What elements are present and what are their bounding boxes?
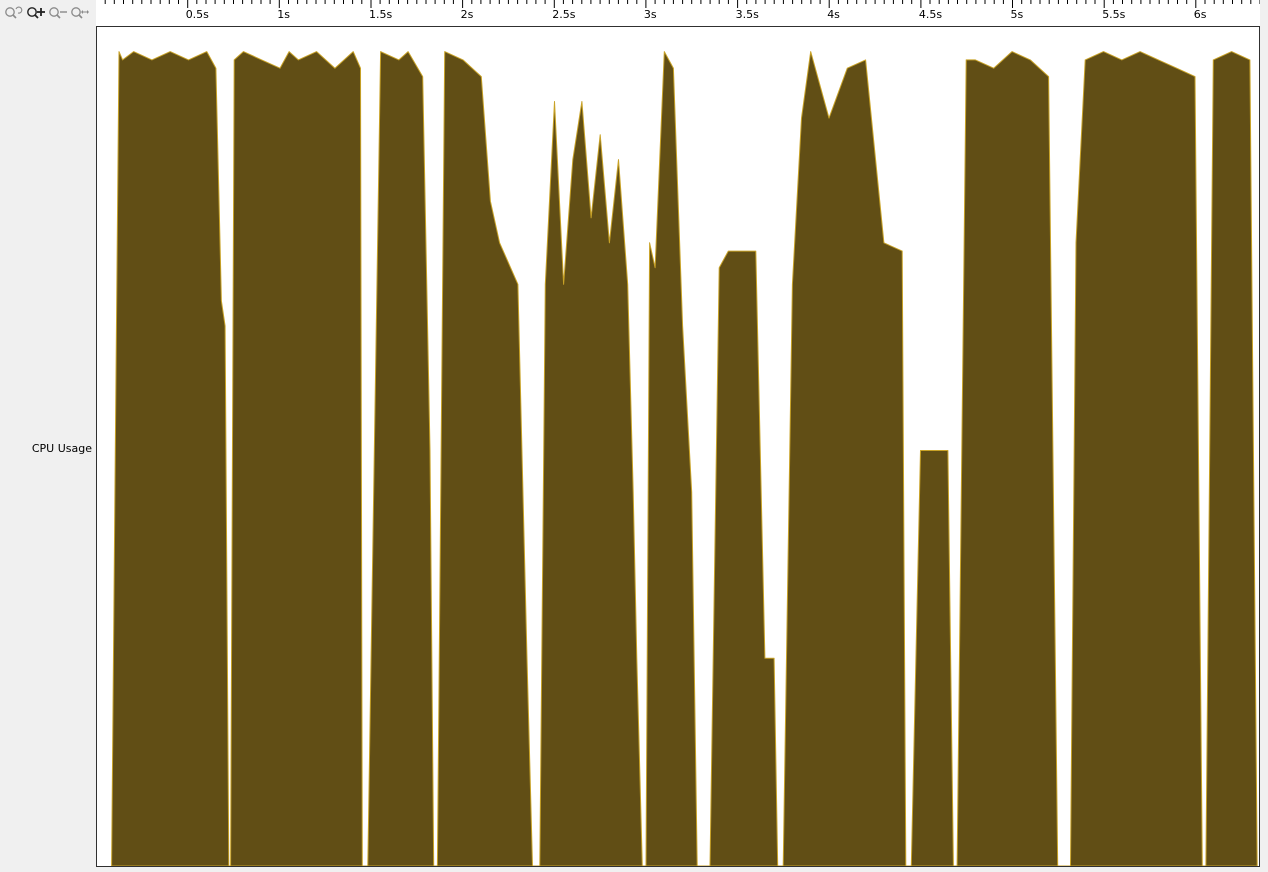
zoom-in-icon[interactable] [26,6,48,20]
ruler-tick-label: 6s [1194,8,1207,21]
cpu-usage-area [111,51,1258,866]
ruler-tick-label: 4.5s [919,8,942,21]
ruler-tick-label: 5.5s [1102,8,1125,21]
cpu-usage-graph[interactable] [96,26,1260,867]
ruler-tick-label: 3s [644,8,657,21]
ruler-tick-label: 1s [277,8,290,21]
time-ruler[interactable]: 0.5s 1s 1.5s 2s 2.5s 3s 3.5s 4s 4.5s 5s 5.5s 6s [96,0,1260,27]
zoom-fit-icon[interactable] [70,6,92,20]
vertical-scrollbar[interactable] [1260,26,1268,867]
ruler-tick-label: 2.5s [552,8,575,21]
zoom-out-icon[interactable] [48,6,70,20]
ruler-tick-label: 2s [461,8,474,21]
cpu-usage-series [111,51,1258,866]
ruler-tick-label: 4s [827,8,840,21]
ruler-tick-label: 3.5s [736,8,759,21]
ruler-tick-label: 0.5s [186,8,209,21]
zoom-toolbar [0,0,96,26]
row-label-cpu-usage: CPU Usage [31,442,92,455]
time-ruler-ticks: 0.5s 1s 1.5s 2s 2.5s 3s 3.5s 4s 4.5s 5s 5.5s 6s [104,0,1260,21]
zoom-reset-icon[interactable] [4,6,26,20]
ruler-tick-label: 1.5s [369,8,392,21]
ruler-tick-label: 5s [1011,8,1024,21]
